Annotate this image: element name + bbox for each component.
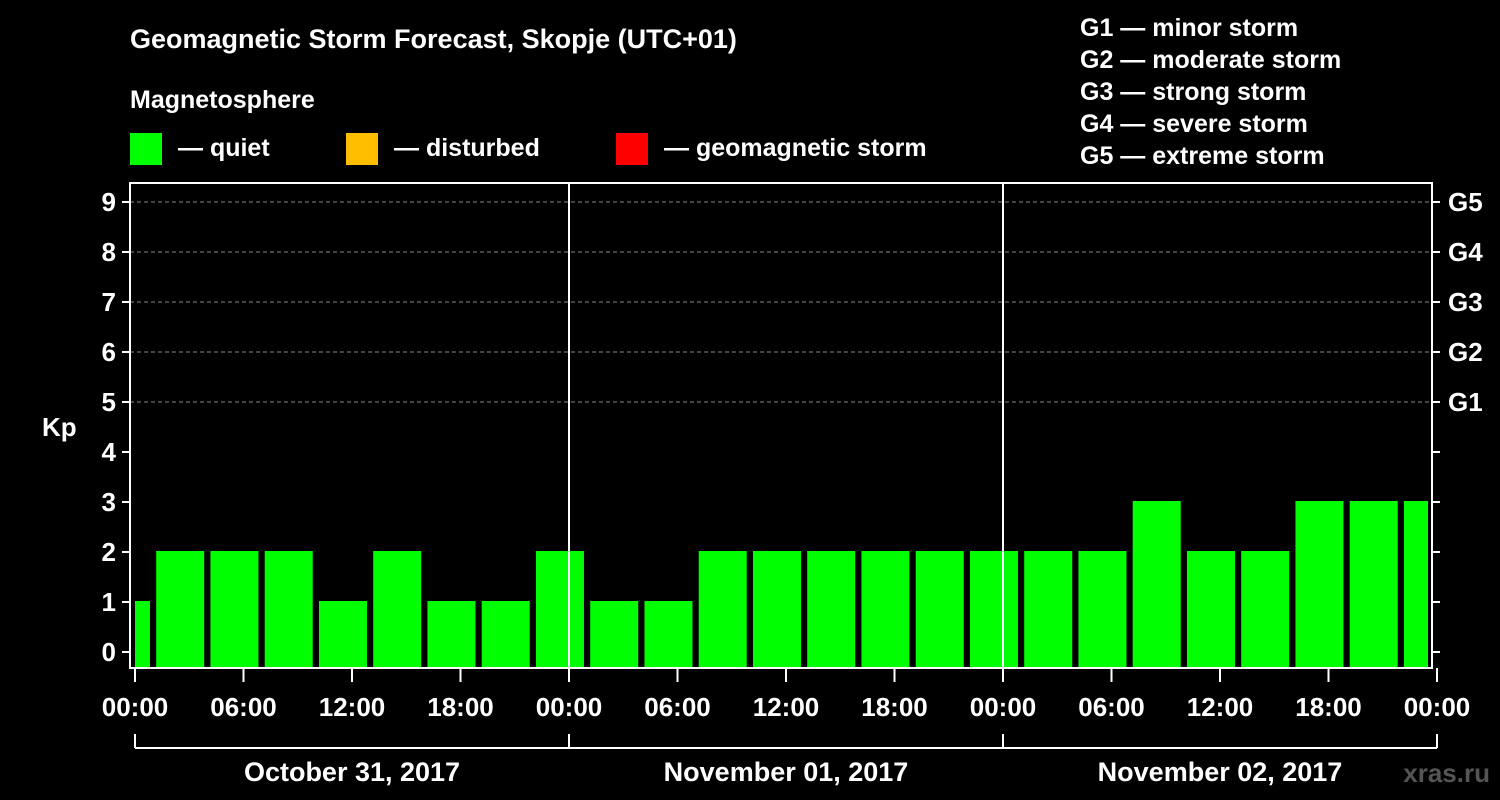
kp-bar [427, 601, 476, 668]
kp-bar [264, 551, 313, 668]
kp-bar [535, 551, 584, 668]
legend-label-storm: — geomagnetic storm [664, 134, 927, 162]
x-tick-label: 12:00 [319, 692, 386, 722]
x-tick-label: 00:00 [970, 692, 1037, 722]
chart-title: Geomagnetic Storm Forecast, Skopje (UTC+… [130, 24, 737, 54]
x-tick-label: 00:00 [102, 692, 169, 722]
kp-bar [915, 551, 964, 668]
x-tick-label: 12:00 [753, 692, 820, 722]
y-tick-label: 1 [102, 587, 116, 617]
kp-bar [1132, 501, 1181, 668]
kp-bar [1403, 501, 1428, 668]
x-tick-label: 06:00 [210, 692, 277, 722]
day-label: November 02, 2017 [1098, 757, 1343, 787]
chart-subtitle: Magnetosphere [130, 86, 315, 114]
kp-bar [318, 601, 367, 668]
kp-bar [1078, 551, 1127, 668]
x-tick-label: 18:00 [861, 692, 928, 722]
g-scale-item: G2 — moderate storm [1080, 46, 1342, 74]
kp-bar [807, 551, 856, 668]
g-scale-item: G5 — extreme storm [1080, 142, 1325, 170]
kp-bar [752, 551, 801, 668]
g-level-label: G3 [1448, 287, 1483, 317]
watermark: xras.ru [1403, 758, 1490, 788]
kp-bar [481, 601, 530, 668]
g-scale-item: G4 — severe storm [1080, 110, 1308, 138]
y-tick-label: 6 [102, 337, 116, 367]
x-tick-label: 06:00 [644, 692, 711, 722]
g-level-label: G2 [1448, 337, 1483, 367]
y-tick-label: 3 [102, 487, 116, 517]
legend-swatch-quiet [130, 133, 162, 165]
plot-frame [129, 182, 1433, 669]
kp-bar [698, 551, 747, 668]
kp-bar [1241, 551, 1290, 668]
g-level-label: G1 [1448, 387, 1483, 417]
day-label: November 01, 2017 [664, 757, 909, 787]
x-tick-label: 00:00 [536, 692, 603, 722]
y-tick-label: 8 [102, 237, 116, 267]
x-tick-label: 06:00 [1078, 692, 1145, 722]
kp-bar [969, 551, 1018, 668]
kp-bar [373, 551, 422, 668]
day-label: October 31, 2017 [244, 757, 460, 787]
kp-bar [135, 601, 150, 668]
kp-bar [1024, 551, 1073, 668]
y-tick-label: 5 [102, 387, 116, 417]
kp-bar [1186, 551, 1235, 668]
y-tick-label: 4 [102, 437, 117, 467]
kp-bar [1349, 501, 1398, 668]
kp-bar [861, 551, 910, 668]
kp-bar [156, 551, 205, 668]
y-tick-label: 2 [102, 537, 116, 567]
x-tick-label: 12:00 [1187, 692, 1254, 722]
x-tick-label: 18:00 [427, 692, 494, 722]
legend-label-quiet: — quiet [178, 134, 270, 162]
legend-label-disturbed: — disturbed [394, 134, 540, 162]
kp-bar [1295, 501, 1344, 668]
kp-bar [644, 601, 693, 668]
kp-bar [210, 551, 259, 668]
legend-swatch-disturbed [346, 133, 378, 165]
y-axis-label: Kp [42, 412, 77, 442]
g-scale-legend: G1 — minor storm G2 — moderate storm G3 … [1080, 12, 1341, 172]
y-tick-label: 7 [102, 287, 116, 317]
g-scale-item: G3 — strong storm [1080, 78, 1307, 106]
kp-bar [590, 601, 639, 668]
legend-swatch-storm [616, 133, 648, 165]
y-tick-label: 0 [102, 637, 116, 667]
g-level-label: G4 [1448, 237, 1483, 267]
x-tick-label: 18:00 [1295, 692, 1362, 722]
x-tick-label: 00:00 [1404, 692, 1471, 722]
g-level-label: G5 [1448, 187, 1483, 217]
g-scale-item: G1 — minor storm [1080, 14, 1299, 42]
y-tick-label: 9 [102, 187, 116, 217]
